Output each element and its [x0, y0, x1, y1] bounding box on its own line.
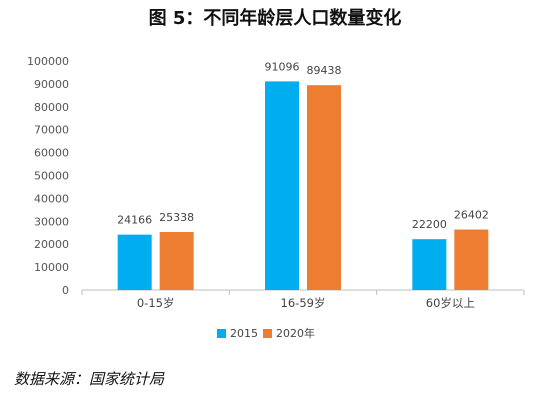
chart-title: 图 5：不同年龄层人口数量变化 [148, 8, 402, 29]
x-category-label: 16-59岁 [281, 296, 326, 310]
data-label: 22200 [412, 218, 447, 231]
legend-swatch-s2015 [217, 329, 226, 338]
bar-s2015 [412, 239, 447, 290]
legend-swatch-s2020 [263, 329, 272, 338]
y-tick-label: 40000 [34, 192, 69, 205]
legend-label: 2015 [230, 327, 258, 340]
bar-s2020 [454, 229, 489, 290]
y-tick-label: 50000 [34, 170, 69, 183]
y-tick-label: 20000 [34, 238, 69, 251]
y-tick-label: 10000 [34, 261, 69, 274]
data-label: 24166 [117, 214, 152, 227]
data-label: 26402 [454, 209, 489, 222]
legend-label: 2020年 [276, 326, 315, 340]
x-category-label: 0-15岁 [137, 296, 175, 310]
bar-s2020 [307, 85, 341, 290]
bar-s2020 [159, 231, 194, 290]
y-tick-label: 80000 [34, 101, 69, 114]
y-tick-label: 0 [62, 284, 69, 297]
y-tick-label: 30000 [34, 215, 69, 228]
x-category-label: 60岁以上 [426, 296, 475, 310]
y-tick-label: 60000 [34, 147, 69, 160]
data-label: 89438 [307, 64, 342, 77]
data-label: 91096 [265, 60, 300, 73]
bar-s2015 [117, 234, 152, 290]
y-tick-label: 90000 [34, 78, 69, 91]
data-source: 数据来源：国家统计局 [14, 370, 165, 388]
y-tick-label: 100000 [27, 55, 69, 68]
y-tick-label: 70000 [34, 124, 69, 137]
data-label: 25338 [159, 211, 194, 224]
bar-s2015 [265, 81, 299, 290]
